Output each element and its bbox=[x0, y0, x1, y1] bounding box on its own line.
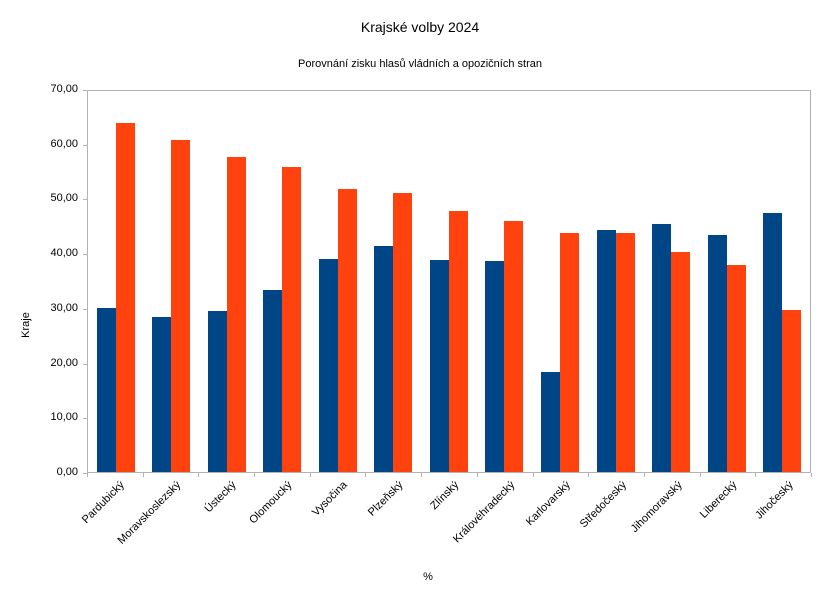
plot-area bbox=[87, 90, 811, 473]
x-category-label: Královéhradecký bbox=[450, 479, 518, 546]
bar-series_1 bbox=[374, 246, 394, 472]
x-tick-mark bbox=[755, 473, 757, 477]
x-category-label: Karlovarský bbox=[523, 479, 573, 529]
y-tick-label: 20,00 bbox=[50, 356, 78, 369]
x-category-label: Liberecký bbox=[698, 479, 740, 521]
chart-subtitle: Porovnání zisku hlasů vládních a opozičn… bbox=[298, 58, 542, 70]
x-tick-mark bbox=[476, 473, 478, 477]
x-category-label: Ústecký bbox=[202, 479, 239, 516]
bar-group bbox=[144, 91, 200, 472]
bar-group bbox=[532, 91, 588, 472]
bar-group bbox=[88, 91, 144, 472]
bar-series_2 bbox=[615, 232, 635, 472]
x-tick-mark bbox=[588, 473, 590, 477]
bar-series_1 bbox=[96, 307, 116, 472]
x-tick-mark bbox=[87, 473, 88, 477]
bar-series_1 bbox=[152, 317, 172, 472]
y-tick-mark bbox=[83, 308, 87, 310]
bar-group bbox=[477, 91, 533, 472]
bar-series_2 bbox=[337, 188, 357, 472]
x-category-label: Moravskoslezský bbox=[115, 479, 184, 547]
x-category-label: Jihomoravský bbox=[628, 479, 685, 536]
y-tick-label: 30,00 bbox=[50, 301, 78, 314]
y-tick-mark bbox=[83, 363, 87, 365]
y-tick-label: 50,00 bbox=[50, 192, 78, 205]
y-tick-mark bbox=[83, 418, 87, 420]
bar-group bbox=[199, 91, 255, 472]
bar-group bbox=[588, 91, 644, 472]
bar-series_1 bbox=[207, 311, 227, 472]
bar-group bbox=[754, 91, 810, 472]
bar-series_2 bbox=[393, 192, 413, 472]
y-tick-label: 10,00 bbox=[50, 411, 78, 424]
x-axis-title: % bbox=[423, 571, 433, 583]
bar-series_2 bbox=[671, 251, 691, 472]
x-category-label: Olomoucký bbox=[247, 479, 295, 527]
x-tick-mark bbox=[198, 473, 200, 477]
bar-group bbox=[255, 91, 311, 472]
x-category-label: Zlínský bbox=[428, 479, 462, 513]
y-tick-label: 60,00 bbox=[50, 137, 78, 150]
x-tick-mark bbox=[254, 473, 256, 477]
bar-series_1 bbox=[318, 258, 338, 472]
x-tick-mark bbox=[421, 473, 423, 477]
bar-series_1 bbox=[485, 260, 505, 472]
x-tick-mark bbox=[365, 473, 367, 477]
x-tick-mark bbox=[811, 473, 812, 477]
bar-series_2 bbox=[171, 140, 191, 472]
x-category-label: Středočeský bbox=[577, 479, 629, 531]
x-tick-mark bbox=[699, 473, 701, 477]
bar-group bbox=[366, 91, 422, 472]
chart-title: Krajské volby 2024 bbox=[360, 19, 480, 35]
bar-group bbox=[643, 91, 699, 472]
bar-series_1 bbox=[429, 259, 449, 472]
y-tick-mark bbox=[83, 254, 87, 256]
bar-group bbox=[310, 91, 366, 472]
x-tick-mark bbox=[142, 473, 144, 477]
bar-series_2 bbox=[504, 220, 524, 472]
bar-series_1 bbox=[541, 371, 561, 472]
y-tick-label: 70,00 bbox=[50, 83, 78, 95]
bar-series_1 bbox=[652, 223, 672, 472]
bar-series_2 bbox=[448, 210, 468, 472]
y-tick-label: 0,00 bbox=[56, 466, 78, 478]
y-tick-mark bbox=[83, 473, 87, 474]
bar-series_1 bbox=[596, 229, 616, 472]
x-category-label: Jihočeský bbox=[753, 479, 796, 522]
bar-series_2 bbox=[726, 265, 746, 472]
bar-series_2 bbox=[282, 167, 302, 472]
x-tick-mark bbox=[643, 473, 645, 477]
y-tick-mark bbox=[83, 199, 87, 201]
bar-series_1 bbox=[763, 213, 783, 472]
bar-series_1 bbox=[263, 289, 283, 472]
y-axis-title: Kraje bbox=[20, 312, 32, 338]
bar-series_1 bbox=[707, 235, 727, 472]
bar-group bbox=[699, 91, 755, 472]
x-category-label: Plzeňský bbox=[366, 479, 406, 519]
y-tick-mark bbox=[83, 90, 87, 91]
bar-series_2 bbox=[782, 310, 802, 472]
bar-group bbox=[421, 91, 477, 472]
y-tick-mark bbox=[83, 144, 87, 146]
bar-series_2 bbox=[115, 123, 135, 472]
x-tick-mark bbox=[309, 473, 311, 477]
bar-series_2 bbox=[226, 156, 246, 472]
bar-series_2 bbox=[560, 232, 580, 472]
y-tick-label: 40,00 bbox=[50, 247, 78, 260]
x-category-label: Pardubický bbox=[80, 479, 128, 526]
x-tick-mark bbox=[532, 473, 534, 477]
x-category-label: Vysočina bbox=[310, 479, 351, 519]
